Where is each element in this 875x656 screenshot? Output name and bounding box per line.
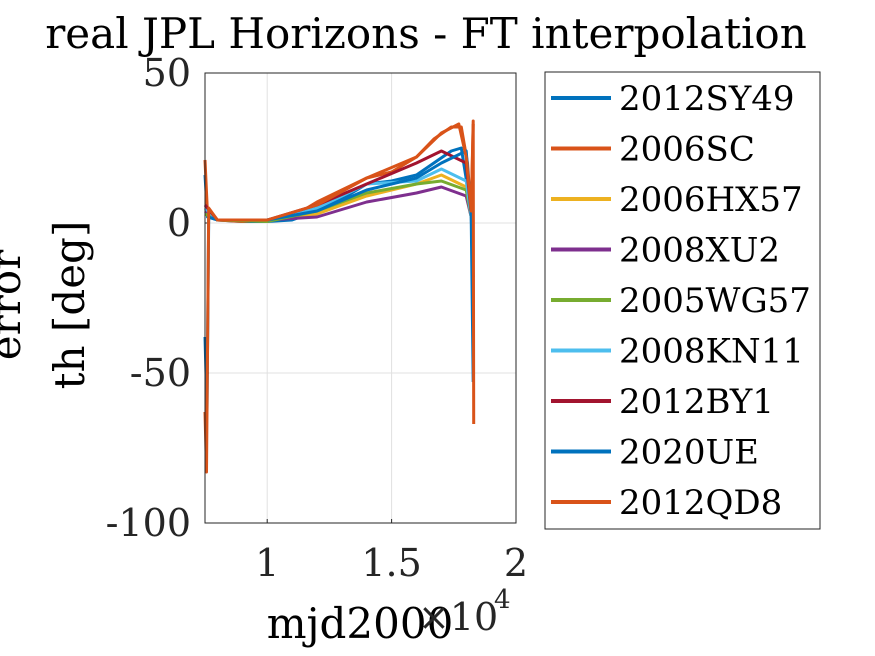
x-tick-label: 1 [255,541,279,585]
legend-label: 2012SY49 [619,79,795,119]
legend-label: 2006SC [619,130,755,170]
plot-lines [203,119,476,474]
x-axis-multiplier: ×10 [418,595,498,639]
y-tick-label: 0 [167,201,191,245]
y-tick-labels: -100 -50 0 50 [106,51,191,545]
y-axis-label: error th [deg] [0,221,94,390]
y-tick-label: -100 [106,501,191,545]
y-tick-label: 50 [143,51,191,95]
legend: 2012SY49 2006SC 2006HX57 2008XU2 2005WG57 200… [544,71,821,530]
x-axis-exponent: 4 [494,585,511,615]
x-axis-label: mjd2000 [267,599,454,648]
chart-title: real JPL Horizons - FT interpolation [45,9,807,58]
series-line-2012QD8 [203,119,476,474]
plot-area [205,73,516,523]
legend-label: 2006HX57 [619,180,803,220]
legend-label: 2012QD8 [619,483,782,523]
x-tick-label: 2 [504,541,528,585]
plot-border [204,72,517,524]
legend-label: 2008KN11 [619,332,804,372]
x-tick-label: 1.5 [361,541,421,585]
legend-label: 2005WG57 [619,281,811,321]
y-axis-label-line: error [0,249,30,360]
legend-label: 2008XU2 [619,231,780,271]
y-tick-label: -50 [130,351,191,395]
legend-label: 2012BY1 [619,382,774,422]
y-axis-label-line: th [deg] [45,221,94,390]
x-tick-labels: 1 1.5 2 [255,541,528,585]
legend-label: 2020UE [619,433,759,473]
